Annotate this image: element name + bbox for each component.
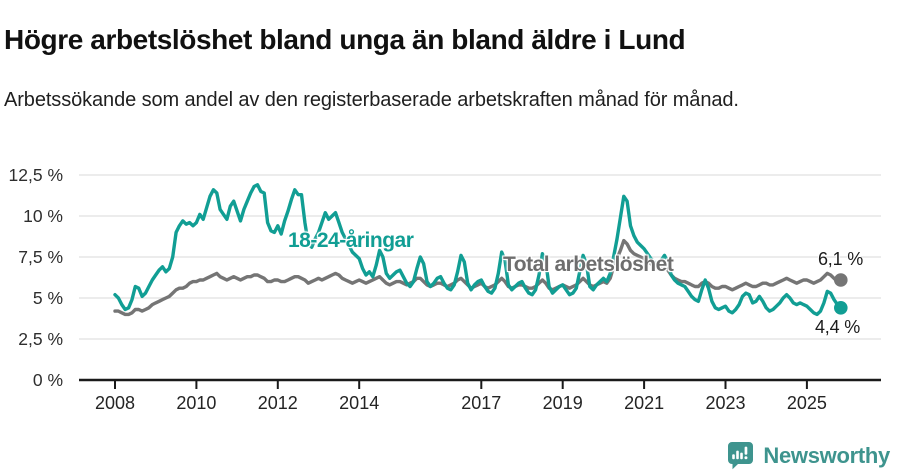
y-tick-label: 2,5 %	[18, 329, 63, 349]
x-tick-label: 2012	[258, 393, 298, 413]
y-tick-label: 7,5 %	[18, 247, 63, 267]
end-value-label-18-24: 4,4 %	[815, 317, 861, 337]
x-tick-label: 2025	[787, 393, 827, 413]
x-tick-label: 2019	[543, 393, 583, 413]
y-tick-label: 10 %	[23, 206, 63, 226]
newsworthy-brand-link[interactable]: Newsworthy	[727, 441, 890, 470]
end-value-label-total: 6,1 %	[818, 249, 864, 269]
newsworthy-logo-icon	[728, 442, 754, 470]
x-tick-label: 2017	[461, 393, 501, 413]
x-tick-label: 2010	[176, 393, 216, 413]
x-tick-label: 2021	[624, 393, 664, 413]
newsworthy-brand-text: Newsworthy	[763, 442, 890, 468]
y-tick-label: 5 %	[33, 288, 63, 308]
chart-title: Högre arbetslöshet bland unga än bland ä…	[4, 23, 686, 55]
series-end-dot-total	[834, 273, 848, 287]
x-tick-label: 2008	[95, 393, 135, 413]
series-line-18-24	[113, 183, 843, 317]
series-label-total: Total arbetslöshet	[503, 253, 674, 276]
chart-subtitle: Arbetssökande som andel av den registerb…	[4, 89, 739, 111]
series-label-18-24: 18-24-åringar	[288, 229, 414, 252]
y-tick-label: 12,5 %	[9, 165, 63, 185]
x-tick-label: 2014	[339, 393, 379, 413]
series-line-total	[113, 238, 843, 317]
series-end-dot-18-24	[834, 301, 848, 315]
y-tick-label: 0 %	[33, 370, 63, 390]
x-tick-label: 2023	[705, 393, 745, 413]
